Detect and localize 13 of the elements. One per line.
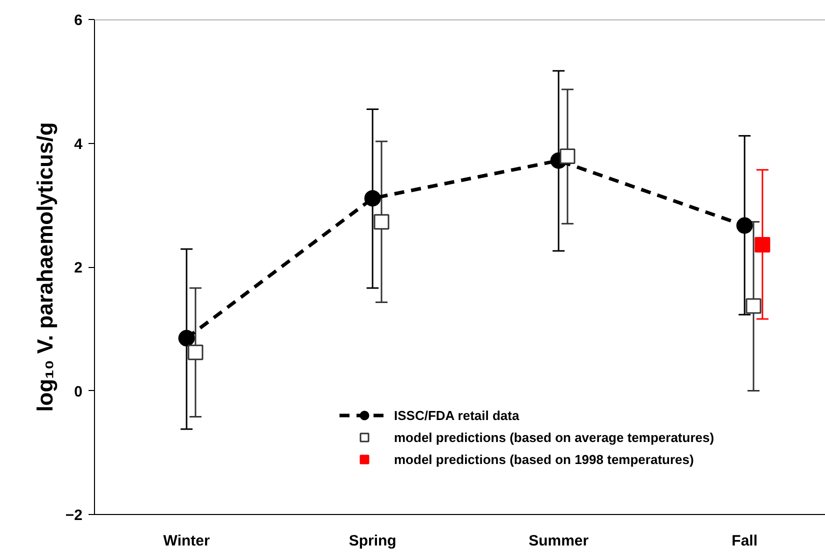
y-tick-label: −2 <box>65 507 83 524</box>
legend-label: ISSC/FDA retail data <box>394 408 520 422</box>
y-tick-label: 2 <box>74 260 82 276</box>
x-tick-label: Summer <box>528 532 589 550</box>
y-tick-label: 4 <box>74 136 84 153</box>
legend-label: model predictions (based on 1998 temperatures) <box>394 452 694 466</box>
y-axis-title: log₁₀ V. parahaemolyticus/g <box>32 122 58 412</box>
x-tick-label: Fall <box>732 532 758 550</box>
x-tick-label: Winter <box>163 532 210 550</box>
y-tick-label: 6 <box>74 12 82 29</box>
y-tick-label: 0 <box>74 383 82 400</box>
legend-label: model predictions (based on average temperatures) <box>394 430 714 444</box>
x-tick-label: Spring <box>348 532 396 550</box>
